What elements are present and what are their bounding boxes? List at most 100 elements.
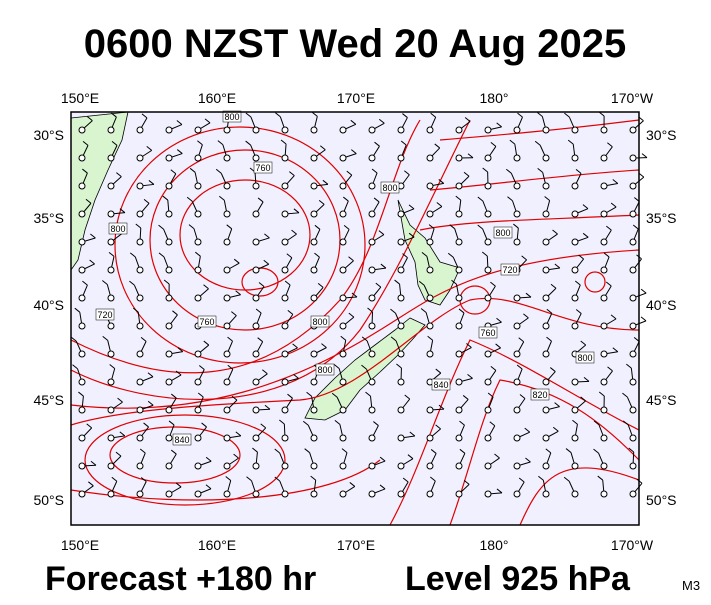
barb-flag (641, 289, 646, 293)
station (369, 267, 375, 273)
station (282, 435, 288, 441)
station (137, 407, 143, 413)
station (630, 407, 636, 413)
station (369, 407, 375, 413)
station (137, 379, 143, 385)
station (282, 239, 288, 245)
station (514, 463, 520, 469)
station (398, 435, 404, 441)
station (630, 379, 636, 385)
station (369, 463, 375, 469)
station (166, 239, 172, 245)
station (253, 183, 259, 189)
station (485, 463, 491, 469)
station (79, 351, 85, 357)
station (282, 323, 288, 329)
station (601, 435, 607, 441)
station (108, 183, 114, 189)
station (514, 295, 520, 301)
lat-label-right: 30°S (646, 127, 677, 143)
station (224, 379, 230, 385)
station (456, 239, 462, 245)
station (166, 407, 172, 413)
station (108, 407, 114, 413)
station (398, 239, 404, 245)
station (572, 491, 578, 497)
station (572, 379, 578, 385)
station (224, 407, 230, 413)
station (572, 183, 578, 189)
station (340, 491, 346, 497)
station (79, 155, 85, 161)
station (137, 351, 143, 357)
station (485, 407, 491, 413)
lon-label-bottom: 170°E (337, 537, 375, 553)
station (572, 127, 578, 133)
station (543, 379, 549, 385)
station (485, 491, 491, 497)
station (630, 323, 636, 329)
station (79, 407, 85, 413)
lat-label-left: 40°S (33, 297, 64, 313)
station (195, 267, 201, 273)
station (224, 155, 230, 161)
station (543, 211, 549, 217)
lon-label-top: 180° (480, 90, 509, 106)
station (195, 463, 201, 469)
station (340, 351, 346, 357)
station (543, 407, 549, 413)
barb-flag (641, 317, 646, 321)
station (514, 491, 520, 497)
station (166, 183, 172, 189)
station (427, 407, 433, 413)
station (253, 379, 259, 385)
station (79, 211, 85, 217)
station (543, 183, 549, 189)
station (253, 267, 259, 273)
station (543, 491, 549, 497)
station (427, 211, 433, 217)
station (79, 435, 85, 441)
station (311, 267, 317, 273)
station (398, 155, 404, 161)
station (369, 183, 375, 189)
station (79, 463, 85, 469)
station (108, 491, 114, 497)
station (311, 351, 317, 357)
station (137, 211, 143, 217)
station (398, 379, 404, 385)
station (543, 323, 549, 329)
station (108, 211, 114, 217)
station (282, 183, 288, 189)
station (572, 295, 578, 301)
station (108, 127, 114, 133)
station (572, 239, 578, 245)
station (137, 491, 143, 497)
station (514, 211, 520, 217)
station (195, 407, 201, 413)
station (514, 351, 520, 357)
station (224, 295, 230, 301)
station (195, 183, 201, 189)
station (166, 351, 172, 357)
station (572, 267, 578, 273)
station (427, 323, 433, 329)
station (485, 435, 491, 441)
contour-label: 800 (312, 317, 327, 327)
station (311, 211, 317, 217)
station (282, 491, 288, 497)
station (630, 155, 636, 161)
station (108, 295, 114, 301)
contour-label: 760 (255, 163, 270, 173)
station (340, 183, 346, 189)
station (253, 127, 259, 133)
station (137, 155, 143, 161)
station (601, 323, 607, 329)
station (369, 239, 375, 245)
station (224, 183, 230, 189)
station (630, 295, 636, 301)
station (514, 239, 520, 245)
station (137, 463, 143, 469)
